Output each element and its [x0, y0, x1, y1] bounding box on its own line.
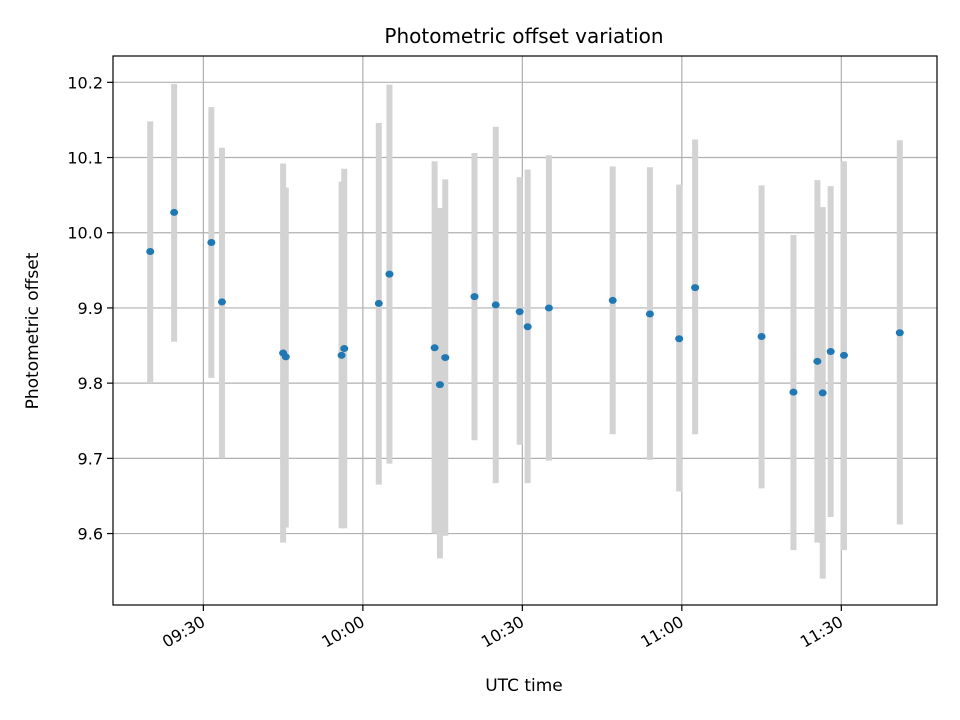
data-point	[826, 348, 835, 356]
data-point	[608, 296, 617, 304]
data-point	[170, 208, 179, 216]
data-point	[491, 301, 500, 309]
data-point	[217, 298, 226, 306]
chart-title: Photometric offset variation	[384, 24, 663, 48]
data-point	[818, 389, 827, 397]
data-point	[895, 329, 904, 337]
data-point	[813, 357, 822, 365]
y-tick-label: 10.1	[67, 149, 103, 168]
data-point	[691, 284, 700, 292]
data-point	[146, 248, 155, 256]
data-point	[281, 353, 290, 361]
data-point	[515, 308, 524, 316]
data-point	[435, 381, 444, 389]
data-point	[645, 310, 654, 318]
data-point	[675, 335, 684, 343]
y-axis-ticks: 9.6 9.7 9.8 9.9 10.0 10.1 10.2	[67, 73, 113, 544]
y-tick-label: 9.9	[78, 299, 103, 318]
data-point	[340, 345, 349, 353]
data-point	[441, 354, 450, 362]
data-point	[374, 299, 383, 307]
y-axis-label: Photometric offset	[23, 252, 43, 409]
data-point	[430, 344, 439, 352]
data-point	[757, 333, 766, 341]
data-point	[337, 351, 346, 359]
plot-frame	[112, 55, 938, 606]
data-point	[789, 388, 798, 396]
y-tick-label: 10.0	[67, 224, 103, 243]
y-tick-label: 9.8	[78, 374, 103, 393]
data-point	[207, 239, 216, 247]
data-point	[523, 323, 532, 331]
y-tick-label: 9.7	[78, 449, 103, 468]
data-point	[839, 351, 848, 359]
y-tick-label: 9.6	[78, 525, 103, 544]
data-points	[146, 208, 904, 397]
y-tick-label: 10.2	[67, 73, 103, 92]
data-point	[470, 293, 479, 301]
x-axis-label: UTC time	[485, 676, 563, 696]
data-point	[544, 304, 553, 312]
data-point	[385, 270, 394, 278]
